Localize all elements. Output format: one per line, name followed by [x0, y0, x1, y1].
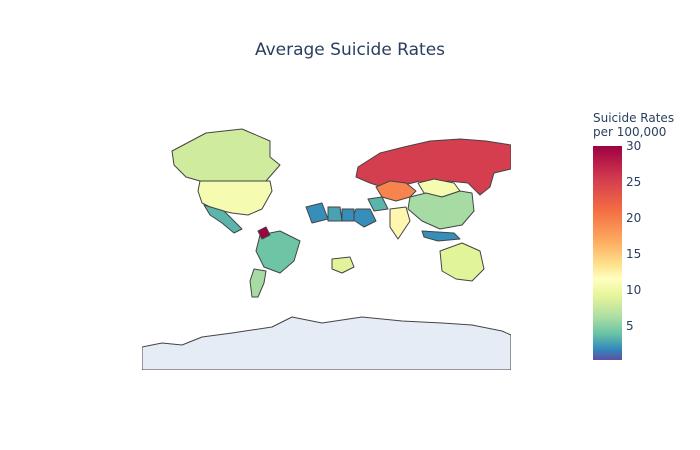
colorbar-tick-5: 5: [626, 319, 634, 334]
region-egypt[interactable]: [341, 208, 355, 222]
region-antarctica[interactable]: [142, 316, 511, 370]
region-indonesia[interactable]: [421, 230, 461, 242]
colorbar-title-line2: per 100,000: [593, 125, 667, 139]
region-argentina[interactable]: [249, 268, 267, 298]
region-guyana[interactable]: [257, 226, 271, 240]
colorbar-title-line1: Suicide Rates: [593, 111, 675, 125]
world-map[interactable]: [142, 111, 511, 370]
region-mexico[interactable]: [203, 204, 243, 234]
region-south-africa[interactable]: [331, 256, 355, 274]
map-svg[interactable]: [142, 111, 511, 370]
region-australia[interactable]: [439, 242, 485, 282]
colorbar-tick-30: 30: [626, 139, 642, 153]
region-india[interactable]: [389, 206, 411, 240]
colorbar-tick-15: 15: [626, 247, 642, 262]
chart-title: Average Suicide Rates: [254, 40, 446, 60]
colorbar-tick-25: 25: [626, 175, 642, 190]
region-brazil[interactable]: [255, 230, 301, 274]
colorbar-title: Suicide Rates per 100,000: [593, 111, 674, 139]
region-canada[interactable]: [171, 128, 281, 182]
region-iran[interactable]: [367, 196, 389, 212]
colorbar: [593, 146, 622, 360]
region-china[interactable]: [407, 190, 475, 230]
colorbar-tick-10: 10: [626, 283, 642, 298]
region-libya[interactable]: [327, 206, 343, 222]
colorbar-tick-20: 20: [626, 211, 642, 226]
region-kazakhstan[interactable]: [375, 180, 417, 202]
region-united-states[interactable]: [197, 180, 273, 216]
